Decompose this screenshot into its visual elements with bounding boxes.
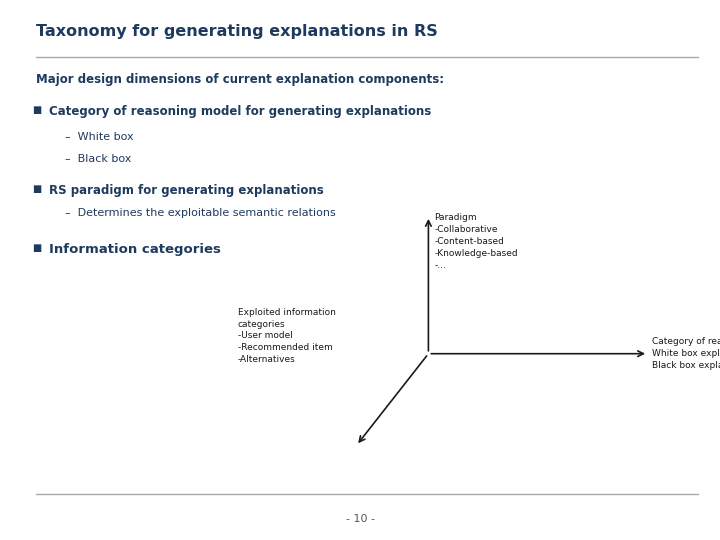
Text: Exploited information
categories
-User model
-Recommended item
-Alternatives: Exploited information categories -User m… [238, 308, 336, 364]
Text: ■: ■ [32, 243, 42, 253]
Text: ■: ■ [32, 105, 42, 116]
Text: –  Determines the exploitable semantic relations: – Determines the exploitable semantic re… [65, 208, 336, 218]
Text: ■: ■ [32, 184, 42, 194]
Text: Category of reasoning model for generating explanations: Category of reasoning model for generati… [49, 105, 431, 118]
Text: –  Black box: – Black box [65, 154, 131, 164]
Text: Information categories: Information categories [49, 243, 221, 256]
Text: –  White box: – White box [65, 132, 133, 143]
Text: Taxonomy for generating explanations in RS: Taxonomy for generating explanations in … [36, 24, 438, 39]
Text: RS paradigm for generating explanations: RS paradigm for generating explanations [49, 184, 324, 197]
Text: - 10 -: - 10 - [346, 514, 374, 524]
Text: Category of reasoning model
White box explanations
Black box explanations: Category of reasoning model White box ex… [652, 338, 720, 370]
Text: Major design dimensions of current explanation components:: Major design dimensions of current expla… [36, 73, 444, 86]
Text: Paradigm
-Collaborative
-Content-based
-Knowledge-based
-...: Paradigm -Collaborative -Content-based -… [434, 213, 518, 269]
